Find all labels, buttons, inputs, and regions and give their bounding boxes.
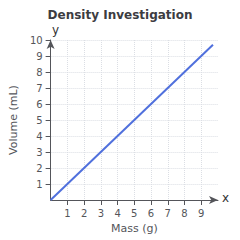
svg-text:Mass (g): Mass (g) bbox=[111, 222, 158, 235]
svg-text:6: 6 bbox=[36, 99, 42, 110]
svg-text:9: 9 bbox=[36, 51, 42, 62]
svg-text:9: 9 bbox=[198, 208, 204, 219]
svg-text:2: 2 bbox=[36, 163, 42, 174]
svg-text:3: 3 bbox=[36, 147, 42, 158]
svg-text:5: 5 bbox=[36, 115, 42, 126]
svg-text:Density Investigation: Density Investigation bbox=[48, 8, 193, 22]
svg-text:8: 8 bbox=[181, 208, 187, 219]
svg-text:4: 4 bbox=[36, 131, 42, 142]
svg-text:8: 8 bbox=[36, 67, 42, 78]
svg-text:3: 3 bbox=[98, 208, 104, 219]
svg-text:y: y bbox=[52, 23, 59, 37]
svg-text:1: 1 bbox=[64, 208, 70, 219]
svg-text:4: 4 bbox=[114, 208, 120, 219]
svg-text:2: 2 bbox=[81, 208, 87, 219]
svg-text:5: 5 bbox=[131, 208, 137, 219]
svg-text:6: 6 bbox=[148, 208, 154, 219]
svg-text:10: 10 bbox=[30, 35, 43, 46]
svg-text:7: 7 bbox=[36, 83, 42, 94]
svg-text:x: x bbox=[222, 191, 229, 205]
svg-text:Volume (mL): Volume (mL) bbox=[7, 85, 20, 155]
svg-text:7: 7 bbox=[165, 208, 171, 219]
svg-text:1: 1 bbox=[36, 179, 42, 190]
